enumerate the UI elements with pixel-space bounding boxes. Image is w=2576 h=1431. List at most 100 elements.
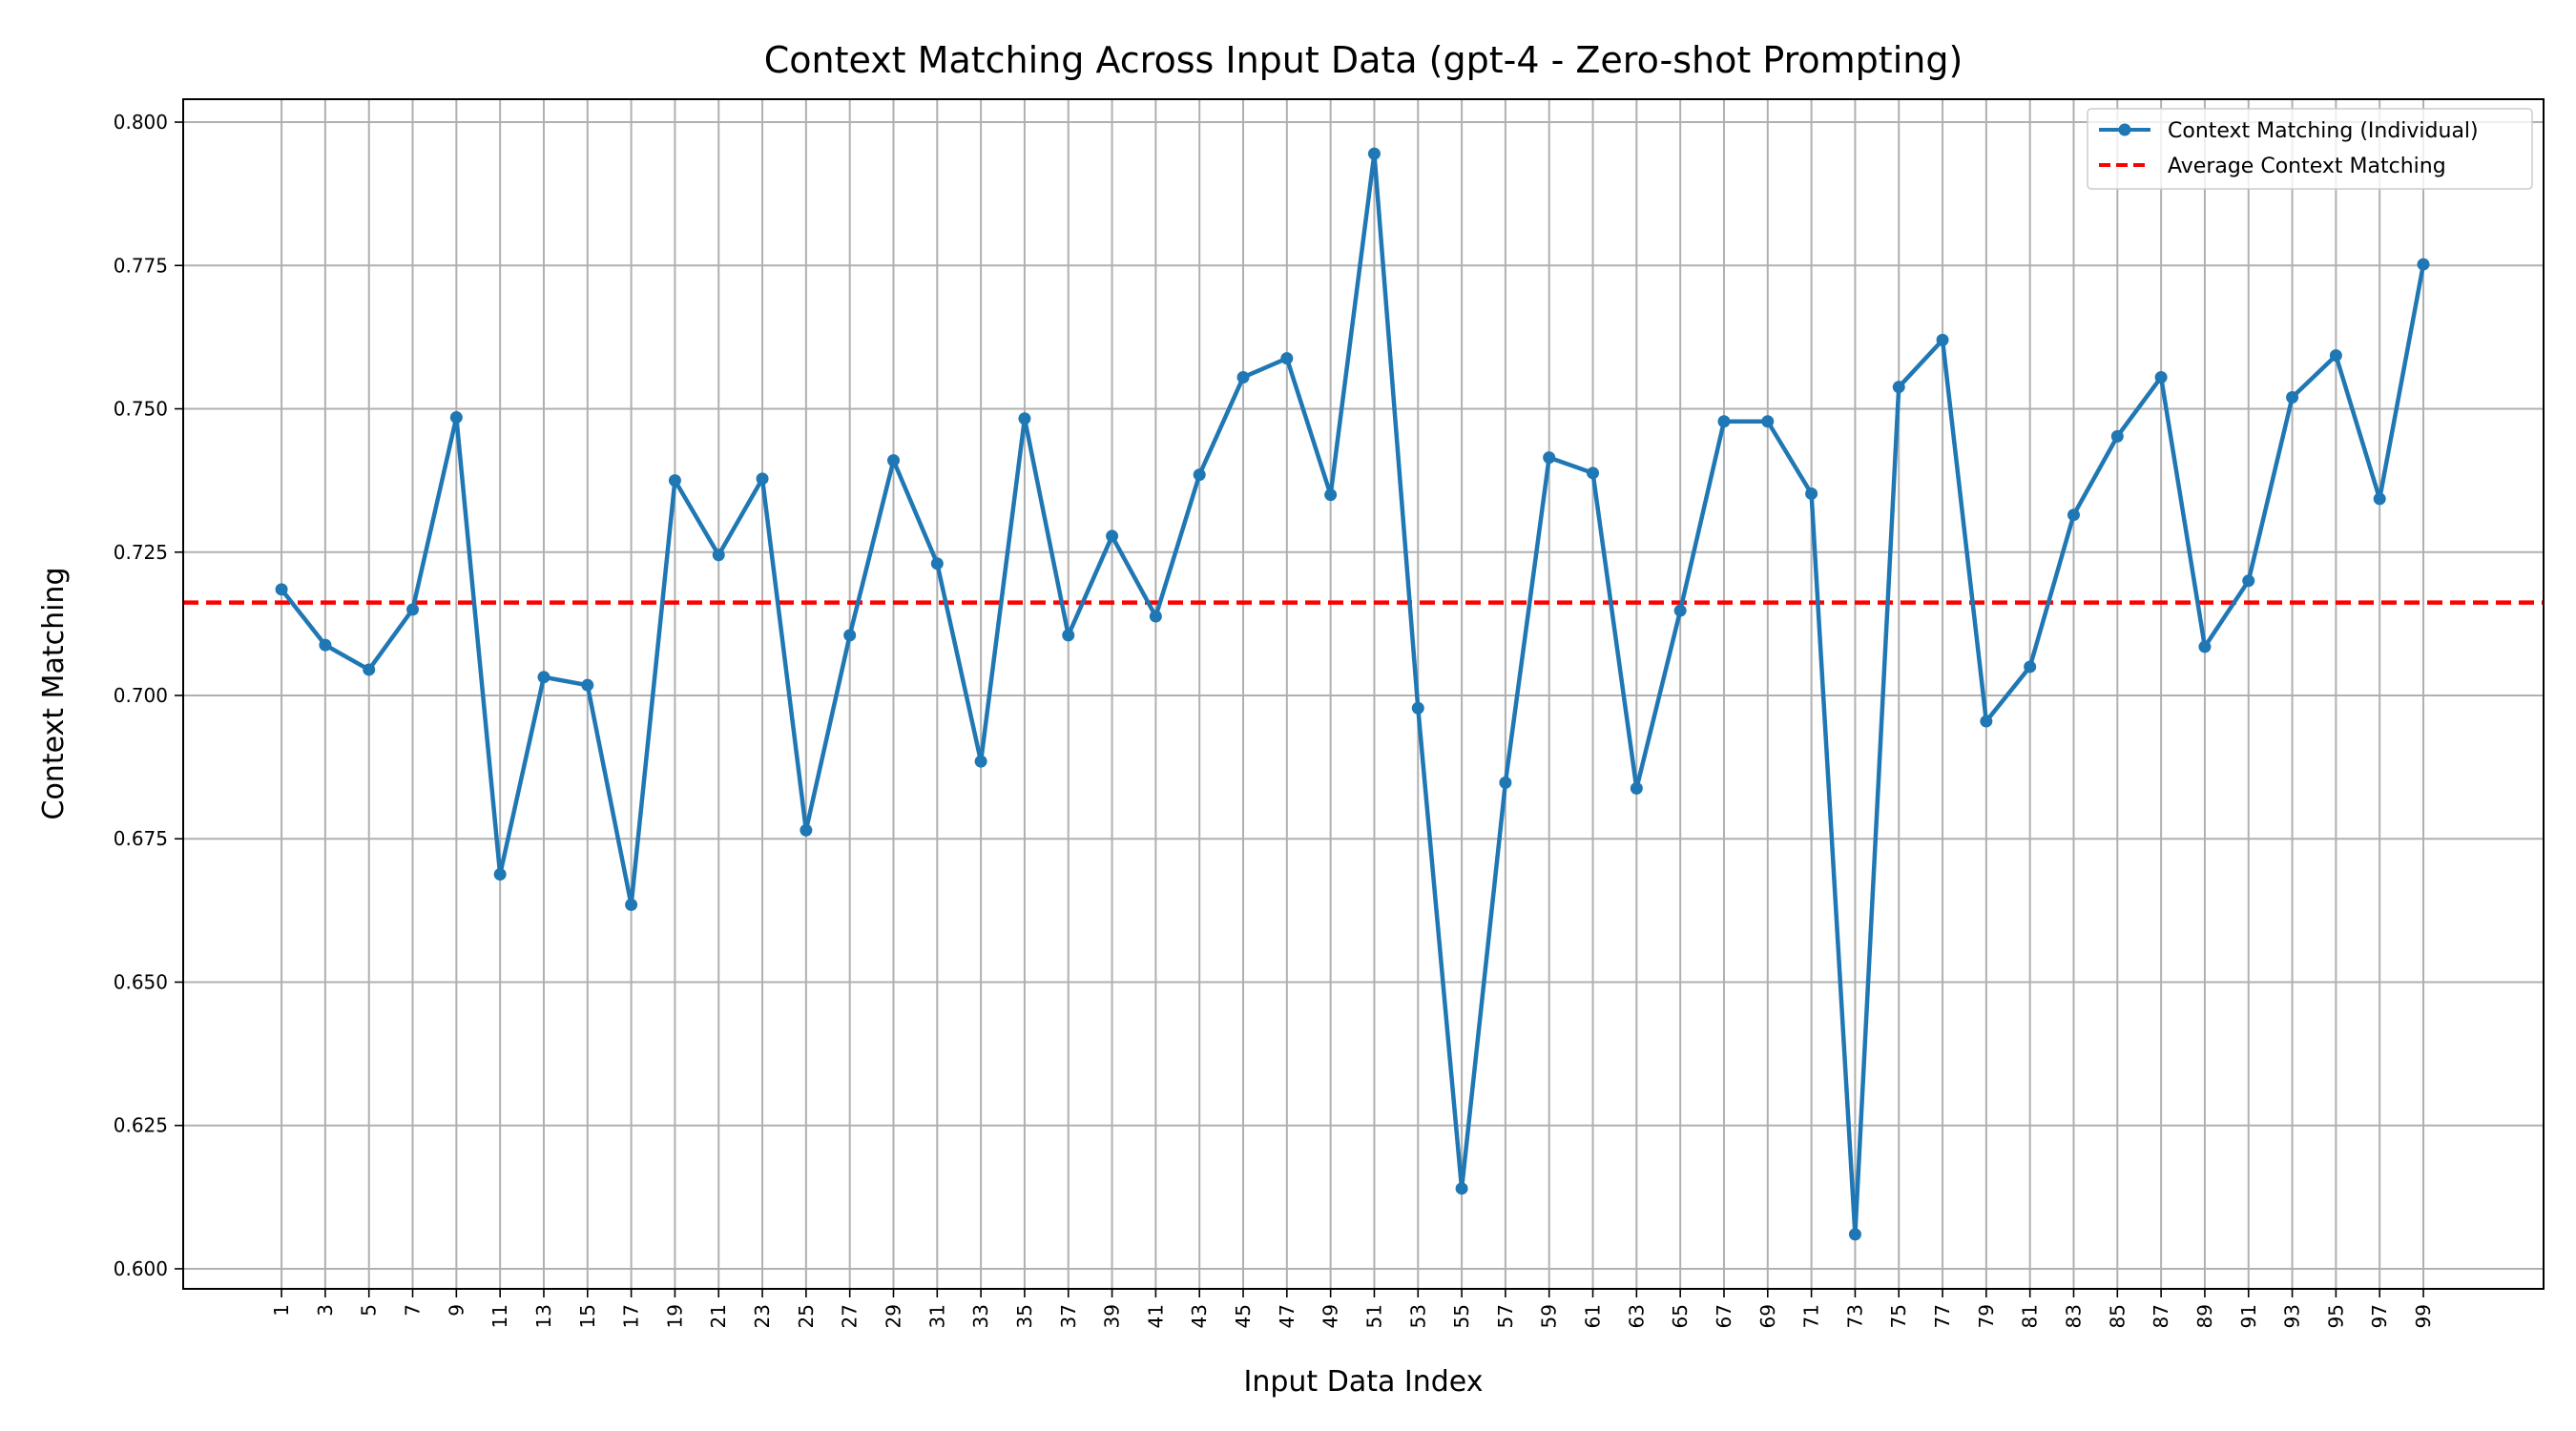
- x-tick-label: 59: [1538, 1304, 1561, 1328]
- data-point: [1455, 1182, 1468, 1195]
- x-tick-label: 21: [707, 1304, 730, 1328]
- y-tick-label: 0.725: [114, 541, 168, 564]
- legend-box: [2087, 108, 2533, 190]
- x-tick-label: 71: [1800, 1304, 1823, 1328]
- x-axis-title: Input Data Index: [1244, 1365, 1484, 1399]
- data-point: [1543, 451, 1556, 465]
- y-tick-label: 0.700: [114, 684, 168, 707]
- y-tick-label: 0.775: [114, 254, 168, 277]
- data-point: [449, 411, 463, 425]
- data-point: [2417, 258, 2430, 271]
- data-point: [2154, 370, 2168, 384]
- y-axis-title: Context Matching: [37, 568, 71, 820]
- x-tick-label: 77: [1931, 1304, 1954, 1328]
- y-tick-label: 0.625: [114, 1114, 168, 1137]
- y-tick-label: 0.750: [114, 398, 168, 421]
- data-point: [1236, 370, 1250, 384]
- series-line-individual: [280, 151, 2426, 1237]
- x-tick-label: 67: [1713, 1304, 1735, 1328]
- data-point: [1892, 381, 1905, 394]
- y-tick-label: 0.600: [114, 1257, 168, 1280]
- data-point: [2286, 391, 2299, 404]
- data-point: [1324, 488, 1338, 502]
- x-tick-label: 81: [2019, 1304, 2042, 1328]
- data-point: [930, 557, 944, 570]
- x-tick-label: 75: [1887, 1304, 1910, 1328]
- data-point: [2373, 492, 2386, 506]
- x-tick-label: 45: [1232, 1304, 1255, 1328]
- data-point: [756, 472, 769, 486]
- x-tick-label: 9: [445, 1304, 467, 1317]
- data-point: [275, 583, 288, 596]
- data-point: [668, 474, 681, 487]
- x-tick-label: 65: [1669, 1304, 1692, 1328]
- data-point: [1936, 333, 1949, 346]
- series-layer: [275, 147, 2430, 1241]
- data-point: [2067, 508, 2080, 522]
- data-point: [1761, 415, 1775, 428]
- data-point: [581, 678, 594, 692]
- x-tick-label: 83: [2062, 1304, 2085, 1328]
- x-tick-label: 91: [2237, 1304, 2260, 1328]
- x-tick-label: 89: [2193, 1304, 2216, 1328]
- y-tick-label: 0.675: [114, 827, 168, 850]
- x-tick-label: 19: [663, 1304, 686, 1328]
- x-tick-label: 53: [1406, 1304, 1429, 1328]
- data-point: [2110, 429, 2124, 443]
- data-point: [1630, 781, 1643, 795]
- plot-frame: [182, 98, 2545, 1290]
- x-tick-label: 57: [1494, 1304, 1517, 1328]
- y-axis-ticks: 0.600 0.625 0.650 0.675 0.700 0.725 0.750 0.775…: [114, 111, 183, 1280]
- x-tick-label: 23: [751, 1304, 774, 1328]
- data-point: [843, 629, 857, 642]
- y-tick-label: 0.650: [114, 970, 168, 993]
- x-tick-label: 61: [1582, 1304, 1605, 1328]
- x-tick-label: 95: [2324, 1304, 2347, 1328]
- x-tick-label: 7: [402, 1304, 425, 1317]
- data-point: [800, 823, 813, 837]
- data-point: [1587, 467, 1600, 480]
- x-tick-label: 55: [1450, 1304, 1473, 1328]
- data-point: [1673, 604, 1687, 617]
- data-point: [1062, 629, 1075, 642]
- data-point: [1193, 468, 1206, 482]
- data-point: [406, 603, 420, 616]
- x-tick-label: 13: [532, 1304, 555, 1328]
- data-point: [1106, 529, 1119, 543]
- data-point: [1848, 1228, 1861, 1241]
- data-point: [1018, 412, 1031, 425]
- data-point: [974, 755, 987, 768]
- x-tick-label: 15: [576, 1304, 599, 1328]
- x-tick-label: 37: [1057, 1304, 1080, 1328]
- x-tick-label: 97: [2368, 1304, 2391, 1328]
- x-tick-label: 1: [270, 1304, 293, 1317]
- chart-title: Context Matching Across Input Data (gpt-…: [764, 39, 1963, 81]
- data-point: [2242, 574, 2255, 588]
- x-tick-label: 27: [839, 1304, 862, 1328]
- x-tick-label: 3: [314, 1304, 337, 1317]
- x-tick-label: 39: [1101, 1304, 1124, 1328]
- x-tick-label: 69: [1756, 1304, 1779, 1328]
- x-tick-label: 93: [2281, 1304, 2304, 1328]
- data-point: [2329, 349, 2342, 363]
- x-tick-label: 29: [882, 1304, 904, 1328]
- data-point: [886, 454, 900, 467]
- x-tick-label: 31: [925, 1304, 948, 1328]
- data-point: [537, 671, 551, 684]
- x-tick-label: 63: [1625, 1304, 1648, 1328]
- x-tick-label: 11: [488, 1304, 511, 1328]
- data-point: [1411, 701, 1424, 715]
- data-point: [1980, 715, 1993, 728]
- data-point: [2024, 660, 2037, 674]
- data-point: [1717, 415, 1731, 428]
- y-tick-label: 0.800: [114, 111, 168, 134]
- data-point: [1367, 147, 1381, 160]
- x-tick-label: 17: [620, 1304, 643, 1328]
- x-tick-label: 25: [795, 1304, 818, 1328]
- x-tick-label: 87: [2150, 1304, 2172, 1328]
- data-point: [625, 898, 638, 911]
- data-point: [363, 663, 376, 676]
- legend-label-individual: Context Matching (Individual): [2168, 119, 2479, 143]
